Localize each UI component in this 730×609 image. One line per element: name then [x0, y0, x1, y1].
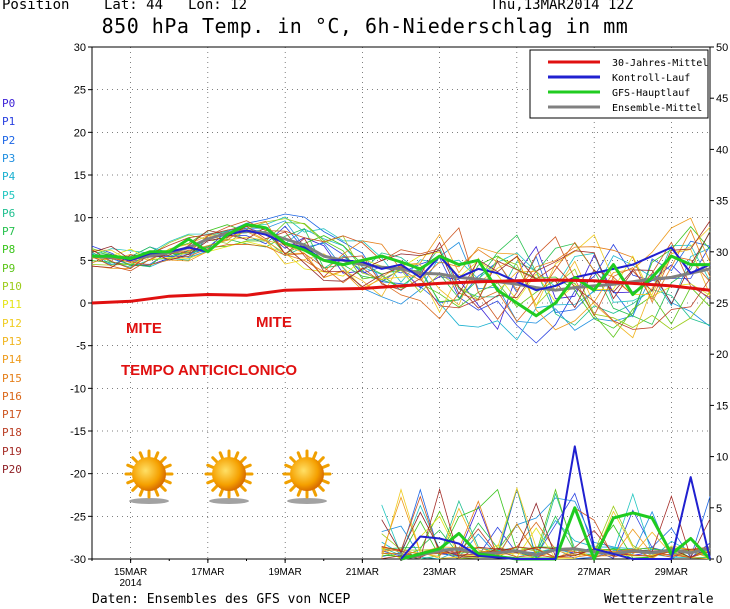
longitude-label: Lon: 12 [188, 0, 248, 13]
position-label: Position [2, 0, 70, 13]
member-precip-19 [381, 487, 711, 560]
series-kontroll-lauf-niederschlag [400, 445, 711, 560]
data-source-label: Daten: Ensembles des GFS von NCEP [92, 592, 351, 607]
member-line-9 [91, 222, 711, 338]
member-label-p16: P16 [2, 389, 22, 403]
sun-icon [204, 449, 254, 504]
member-line-17 [91, 220, 711, 320]
left-axis-tick-label: 10 [74, 213, 86, 225]
left-axis-tick-label: -10 [70, 383, 86, 395]
x-axis-tick-label: 25MAR [500, 567, 533, 578]
chart-title: 850 hPa Temp. in °C, 6h-Niederschlag in … [101, 14, 629, 38]
member-line-3 [91, 220, 711, 331]
member-label-p9: P9 [2, 261, 16, 275]
x-axis-tick-label: 27MAR [577, 567, 610, 578]
annotation-mite-2: MITE [256, 314, 292, 331]
x-axis-tick-label: 15MAR [114, 567, 147, 578]
left-axis-tick-label: 20 [74, 127, 86, 139]
member-line-1 [91, 225, 711, 344]
member-label-p20: P20 [2, 463, 22, 476]
ensemble-member-lines [91, 213, 711, 344]
series-gfs-hauptlauf-niederschlag [400, 506, 712, 561]
member-label-p19: P19 [2, 444, 22, 458]
series-ensemble-mittel-niederschlag [400, 546, 711, 561]
member-line-14 [91, 217, 711, 331]
annotation-mite-1: MITE [126, 320, 162, 337]
left-axis-tick-label: 30 [74, 42, 86, 54]
model-run-label: Thu,13MAR2014 12Z [490, 0, 634, 13]
ensemble-member-precip [381, 486, 711, 561]
right-axis-tick-label: 45 [716, 93, 728, 105]
right-axis-tick-label: 10 [716, 452, 728, 464]
series-30-jahres-mittel [91, 278, 711, 305]
member-label-p1: P1 [2, 115, 16, 129]
member-label-p4: P4 [2, 170, 16, 184]
right-axis-tick-label: 40 [716, 144, 728, 156]
x-axis-tick-label: 29MAR [655, 567, 688, 578]
member-label-p18: P18 [2, 426, 22, 440]
member-label-p12: P12 [2, 316, 22, 330]
member-line-12 [91, 227, 711, 313]
legend-label: GFS-Hauptlauf [612, 88, 690, 99]
member-label-p5: P5 [2, 188, 16, 202]
member-precip-11 [381, 515, 711, 560]
member-line-18 [91, 225, 711, 330]
right-axis-tick-label: 0 [716, 554, 722, 566]
left-axis-tick-label: -30 [70, 554, 86, 566]
member-line-6 [91, 230, 711, 326]
member-label-p0: P0 [2, 97, 16, 110]
legend-label: 30-Jahres-Mittel [612, 58, 708, 69]
member-label-p6: P6 [2, 206, 16, 220]
left-axis-tick-label: 0 [80, 298, 86, 310]
right-axis-tick-label: 15 [716, 400, 728, 412]
member-precip-9 [381, 488, 711, 558]
right-axis-tick-label: 50 [716, 42, 728, 54]
series-gfs-hauptlauf [92, 223, 710, 318]
left-axis-tick-label: -5 [76, 341, 86, 353]
left-axis-tick-label: -20 [70, 469, 86, 481]
member-label-p17: P17 [2, 408, 22, 422]
member-label-p11: P11 [2, 298, 22, 312]
legend-label: Kontroll-Lauf [612, 73, 690, 84]
left-axis-tick-label: -15 [70, 426, 86, 438]
x-axis-tick-label: 19MAR [268, 567, 301, 578]
member-label-p8: P8 [2, 243, 16, 257]
left-axis-tick-label: 25 [74, 85, 86, 97]
right-axis-tick-label: 35 [716, 196, 728, 208]
left-axis-tick-label: 5 [80, 255, 86, 267]
member-label-p3: P3 [2, 151, 16, 165]
x-axis-tick-label: 23MAR [423, 567, 456, 578]
member-line-19 [91, 220, 711, 309]
left-axis-tick-label: 15 [74, 170, 86, 182]
member-label-p2: P2 [2, 133, 16, 147]
right-axis-tick-label: 5 [716, 503, 722, 515]
member-precip-13 [381, 507, 711, 560]
series-kontroll-lauf [91, 229, 711, 292]
left-axis-tick-label: -25 [70, 511, 86, 523]
x-axis-tick-label: 17MAR [191, 567, 224, 578]
latitude-label: Lat: 44 [104, 0, 164, 13]
right-axis-tick-label: 30 [716, 247, 728, 259]
right-axis-tick-label: 20 [716, 349, 728, 361]
annotation-tempo-anticiclonico: TEMPO ANTICICLONICO [121, 362, 297, 379]
right-axis-tick-label: 25 [716, 298, 728, 310]
x-axis-tick-label: 21MAR [346, 567, 379, 578]
brand-label: Wetterzentrale [604, 592, 714, 607]
x-axis-year-label: 2014 [120, 578, 143, 589]
member-label-p13: P13 [2, 334, 22, 348]
member-label-p10: P10 [2, 280, 22, 293]
sun-icon [282, 449, 332, 504]
legend-label: Ensemble-Mittel [612, 103, 702, 114]
member-label-p7: P7 [2, 225, 16, 239]
member-precip-20 [381, 502, 711, 559]
sun-icon [124, 449, 174, 504]
member-label-p15: P15 [2, 371, 22, 385]
member-label-p14: P14 [2, 353, 22, 367]
